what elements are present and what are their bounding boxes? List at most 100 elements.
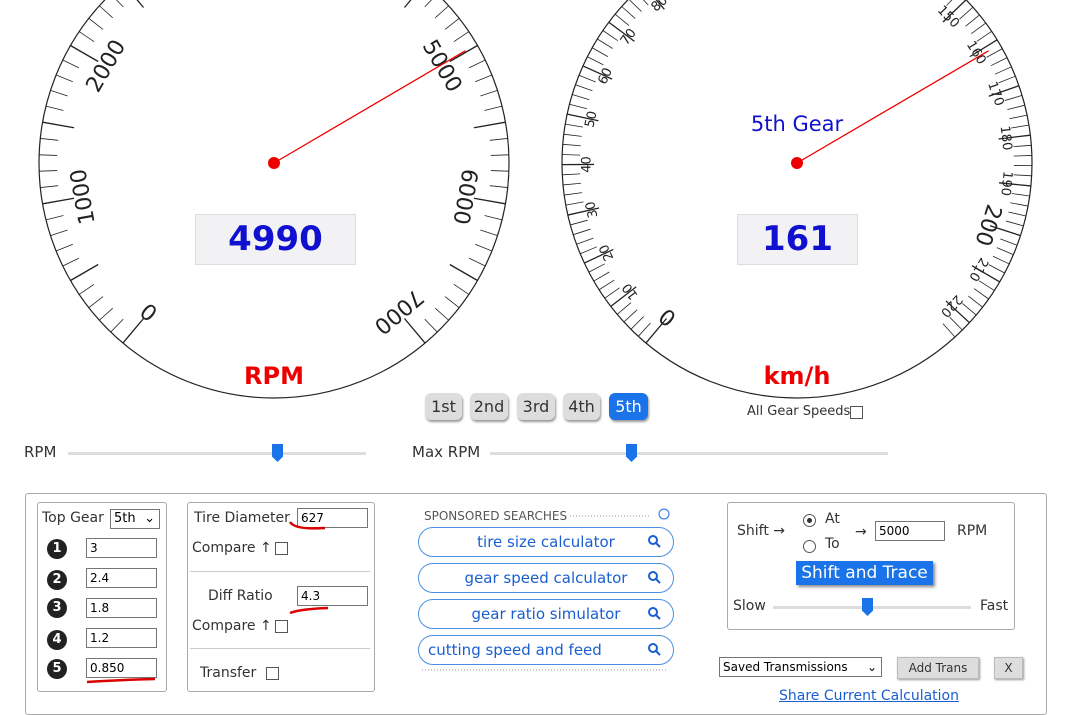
gauge-tick <box>445 18 459 29</box>
gauge-tick <box>46 215 63 219</box>
diff-label: Diff Ratio <box>208 588 273 604</box>
gauge-tick <box>1010 203 1028 206</box>
gauge-tick <box>573 229 590 234</box>
diff-input[interactable]: 4.3 <box>297 586 368 606</box>
shift-rpm-input[interactable]: 5000 <box>875 521 945 541</box>
gauge-tick <box>997 248 1014 255</box>
ratio-input[interactable]: 0.850 <box>86 658 157 678</box>
gear-button[interactable]: 1st <box>425 393 462 420</box>
gauge-tick <box>599 280 614 290</box>
gauge-tick <box>40 186 58 188</box>
checkbox[interactable] <box>275 542 288 555</box>
gauge-tick <box>1008 212 1026 216</box>
sponsored-title: SPONSORED SEARCHES <box>424 509 567 523</box>
gauge-tick <box>450 265 478 281</box>
gauge-tick <box>79 32 94 42</box>
gauge-tick <box>454 284 469 294</box>
gauge-tick <box>562 154 580 155</box>
search-link[interactable]: gear ratio simulator <box>418 599 674 629</box>
gauge-label: 200 <box>969 201 1006 249</box>
gauge-tick <box>39 155 57 156</box>
saved-select[interactable]: Saved Transmissions⌄ <box>719 657 882 677</box>
gear-button[interactable]: 3rd <box>517 393 555 420</box>
ratio-input[interactable]: 3 <box>86 538 157 558</box>
gauge-tick <box>565 124 583 127</box>
gauge-tick <box>123 0 144 7</box>
gauge-tick <box>624 310 637 322</box>
gauge-tick <box>962 303 976 315</box>
gauge-tick <box>70 46 98 62</box>
shift-button[interactable]: Shift and Trace <box>796 561 933 585</box>
gauge-tick <box>490 186 508 188</box>
radio-checked[interactable] <box>803 514 816 527</box>
gauge-tick <box>51 90 68 96</box>
gauge-tick <box>569 104 586 109</box>
ratio-input[interactable]: 2.4 <box>86 568 157 588</box>
radio[interactable] <box>803 540 816 553</box>
gear-number: 4 <box>47 630 67 650</box>
compare-label: Compare ↑ <box>192 540 272 556</box>
shift-label: Shift → <box>737 523 785 539</box>
gear-number: 5 <box>47 659 67 679</box>
gauge-label: 60 <box>596 66 616 87</box>
search-link[interactable]: cutting speed and feed calculator <box>418 635 674 665</box>
gauge-label: 30 <box>583 200 601 219</box>
gauge-tick <box>1000 239 1017 245</box>
gear-number: 1 <box>47 539 67 559</box>
search-text: cutting speed and feed calculator <box>428 641 602 665</box>
gauge-tick <box>490 138 508 140</box>
gauge-tick <box>70 265 98 281</box>
gauge-tick <box>491 155 509 156</box>
needle-hub <box>791 157 803 169</box>
gauge-tick <box>474 122 506 128</box>
checkbox[interactable] <box>266 667 279 680</box>
gauge-tick <box>966 15 980 26</box>
top-gear-select[interactable]: 5th⌄ <box>110 509 160 529</box>
gauge-tick <box>1005 95 1022 100</box>
gauge-tick <box>469 258 485 266</box>
gauge-tick <box>563 144 581 145</box>
gauge-label: 210 <box>965 255 991 284</box>
gauge-tick <box>1006 221 1023 226</box>
slider-thumb[interactable] <box>272 444 283 462</box>
gauge-tick <box>587 57 603 65</box>
gauge-tick <box>605 288 620 298</box>
gauge-tick <box>435 308 448 320</box>
gear-button[interactable]: 2nd <box>470 393 508 420</box>
fast-label: Fast <box>980 598 1008 614</box>
gauge-tick <box>566 202 584 205</box>
gauge-tick <box>480 90 497 96</box>
gauge-tick <box>572 94 589 99</box>
gauge-tick <box>56 244 73 251</box>
search-link[interactable]: gear speed calculator <box>418 563 674 593</box>
checkbox[interactable] <box>275 620 288 633</box>
gauge-label: 50 <box>583 110 601 129</box>
slider-thumb[interactable] <box>626 444 637 462</box>
arrow: → <box>855 524 867 540</box>
gauge-tick <box>404 0 425 7</box>
ratio-input[interactable]: 1.2 <box>86 628 157 648</box>
rpm-readout: 4990 <box>195 214 356 265</box>
gear-button[interactable]: 4th <box>563 393 600 420</box>
checkbox[interactable] <box>850 406 863 419</box>
select-value: Saved Transmissions <box>723 660 848 674</box>
add-button[interactable]: Add Trans <box>897 657 979 679</box>
gauge-tick <box>43 122 75 128</box>
gauge-tick <box>445 297 459 308</box>
share-link[interactable]: Share Current Calculation <box>779 688 959 704</box>
gauge-tick <box>995 67 1011 74</box>
ratio-input[interactable]: 1.8 <box>86 598 157 618</box>
close-button[interactable]: X <box>994 657 1023 679</box>
separator <box>190 648 370 649</box>
gauge-tick <box>638 323 650 336</box>
gauge-tick <box>454 32 469 42</box>
tire-input[interactable]: 627 <box>297 508 368 528</box>
gauge-tick <box>79 284 94 294</box>
gauge-tick <box>56 75 73 82</box>
gauge-tick <box>111 0 124 7</box>
gauge-tick <box>89 297 103 308</box>
gauge-tick <box>589 264 605 272</box>
gauge-tick <box>968 296 982 307</box>
search-link[interactable]: tire size calculator <box>418 527 674 557</box>
gear-button-active[interactable]: 5th <box>609 393 648 420</box>
